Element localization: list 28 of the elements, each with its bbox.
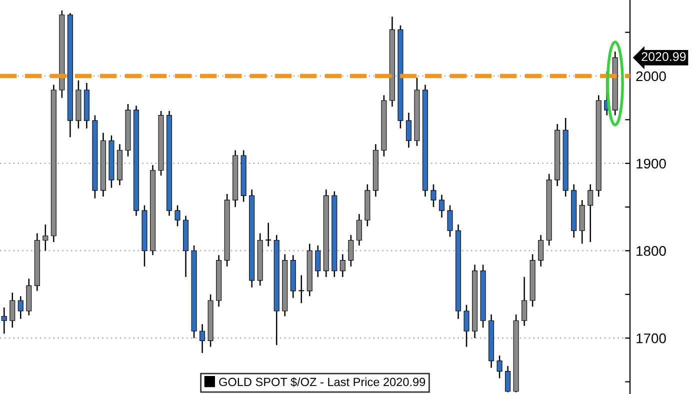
candlestick	[496, 354, 502, 379]
candlestick	[10, 292, 16, 328]
candlestick	[430, 184, 436, 208]
candlestick	[356, 213, 362, 246]
candlestick	[464, 304, 470, 348]
candlestick	[42, 224, 48, 252]
candlestick	[174, 204, 180, 227]
text: 2020.99	[642, 52, 686, 62]
candlestick	[406, 112, 412, 148]
candlestick	[438, 194, 444, 218]
candlestick	[348, 234, 354, 268]
candlestick	[200, 323, 206, 354]
candlestick	[538, 234, 544, 268]
y-tick-label: 1900	[636, 158, 666, 169]
candlestick	[340, 254, 346, 278]
candlestick	[266, 222, 272, 247]
candlestick	[1, 306, 7, 334]
candlestick	[522, 276, 528, 326]
legend-label: GOLD SPOT $/OZ - Last Price 2020.99	[219, 377, 426, 387]
y-tick-label: 1800	[636, 246, 666, 256]
candlestick	[447, 204, 453, 238]
candlestick	[298, 274, 304, 304]
y-tick-label: 1700	[636, 333, 666, 344]
candlestick	[588, 184, 594, 243]
y-tick-label: 2000	[636, 71, 666, 82]
candlestick	[315, 244, 321, 278]
candlestick	[18, 296, 24, 320]
candlestick	[505, 365, 511, 393]
